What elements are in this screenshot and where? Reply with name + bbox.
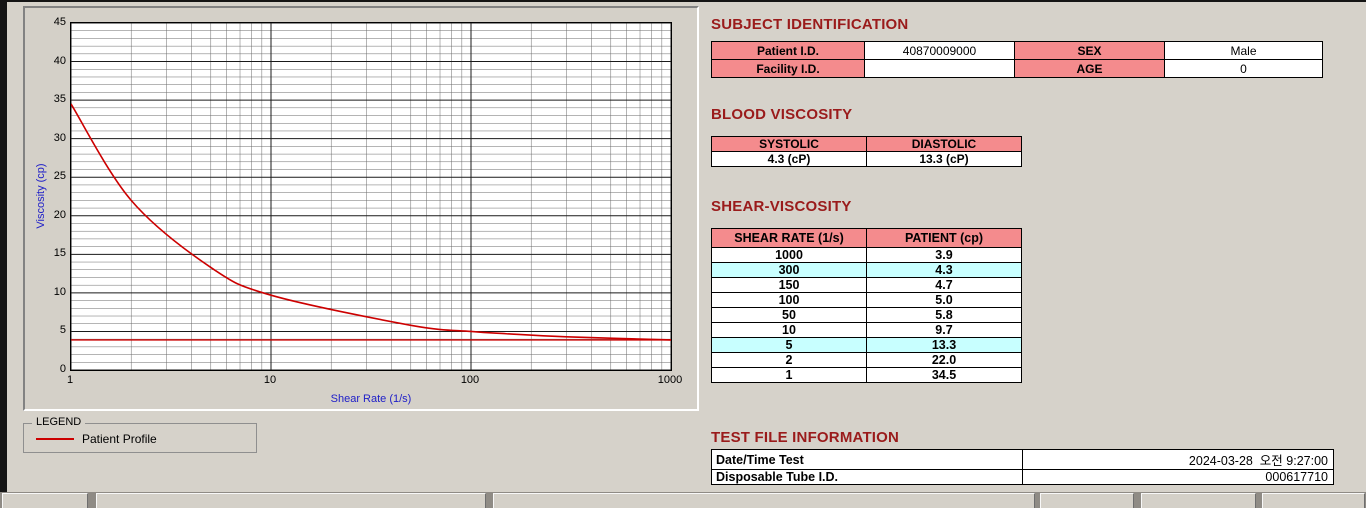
window-top-edge [0,0,1366,2]
shear-rate-cell: 1 [711,367,867,383]
age-label: AGE [1014,59,1165,78]
diastolic-header: DIASTOLIC [866,136,1022,152]
y-tick-label: 20 [53,208,66,221]
table-row: 150 4.7 [711,277,1022,293]
viscosity-cell: 34.5 [866,367,1022,383]
x-tick-label: 100 [460,374,480,386]
chart-plot-area [70,22,672,371]
bottom-strip [0,492,1366,508]
table-row: 1000 3.9 [711,247,1022,263]
blood-viscosity-table: SYSTOLIC DIASTOLIC 4.3 (cP) 13.3 (cP) [711,136,1022,167]
table-row: SHEAR RATE (1/s) PATIENT (cp) [711,228,1022,248]
patient-id-value: 40870009000 [864,41,1015,60]
patient-id-label: Patient I.D. [711,41,865,60]
x-axis-label: Shear Rate (1/s) [330,393,412,405]
table-row: 10 9.7 [711,322,1022,338]
test-file-information-table: Date/Time Test 2024-03-28 오전 9:27:00 Dispo… [711,449,1334,485]
window-left-edge [0,0,7,492]
table-row: 1 34.5 [711,367,1022,383]
shear-rate-cell: 100 [711,292,867,308]
y-tick-label: 10 [53,285,66,298]
table-row: Patient I.D. 40870009000 SEX Male [711,41,1323,60]
systolic-header: SYSTOLIC [711,136,867,152]
facility-id-value [864,59,1015,78]
facility-id-label: Facility I.D. [711,59,865,78]
table-row: SYSTOLIC DIASTOLIC [711,136,1022,152]
shear-rate-cell: 1000 [711,247,867,263]
legend-caption: LEGEND [32,416,86,428]
y-tick-label: 40 [53,54,66,67]
shear-rate-cell: 300 [711,262,867,278]
shear-rate-cell: 10 [711,322,867,338]
bottom-panel [1141,493,1256,508]
bottom-panel [96,493,486,508]
table-row: 5 13.3 [711,337,1022,353]
x-tick-label: 10 [263,374,277,386]
table-row: 50 5.8 [711,307,1022,323]
date-time-label: Date/Time Test [711,449,1023,470]
sex-value: Male [1164,41,1323,60]
y-tick-label: 45 [53,16,66,28]
table-row: Disposable Tube I.D. 000617710 [711,469,1334,485]
viscosity-chart-panel: Viscosity (cp) Shear Rate (1/s) 0 5 10 15 20… [23,6,699,411]
viscosity-cell: 5.0 [866,292,1022,308]
viscosity-cell: 13.3 [866,337,1022,353]
viscosity-cell: 4.7 [866,277,1022,293]
table-row: Facility I.D. AGE 0 [711,59,1323,78]
viscosity-cell: 3.9 [866,247,1022,263]
shear-rate-cell: 2 [711,352,867,368]
y-tick-label: 35 [53,93,66,106]
table-row: Date/Time Test 2024-03-28 오전 9:27:00 [711,449,1334,470]
tube-id-value: 000617710 [1022,469,1334,485]
bottom-panel [1040,493,1134,508]
blood-viscosity-title: BLOOD VISCOSITY [711,106,853,123]
test-file-information-title: TEST FILE INFORMATION [711,429,900,446]
bottom-panel [2,493,88,508]
shear-viscosity-table: SHEAR RATE (1/s) PATIENT (cp) 1000 3.9 300 4.… [711,228,1022,383]
date-time-value: 2024-03-28 오전 9:27:00 [1022,449,1334,470]
table-row: 4.3 (cP) 13.3 (cP) [711,151,1022,167]
diastolic-value: 13.3 (cP) [866,151,1022,167]
subject-identification-title: SUBJECT IDENTIFICATION [711,16,909,33]
shear-rate-cell: 50 [711,307,867,323]
x-tick-label: 1000 [657,374,683,386]
viscosity-curve-chart [71,23,671,370]
shear-rate-header: SHEAR RATE (1/s) [711,228,867,248]
y-tick-label: 15 [53,247,66,260]
viscosity-cell: 22.0 [866,352,1022,368]
viscosity-cell: 5.8 [866,307,1022,323]
y-tick-label: 0 [59,363,66,375]
bottom-panel [493,493,1035,508]
legend-box: LEGEND Patient Profile [23,416,257,453]
shear-rate-cell: 5 [711,337,867,353]
y-axis-label: Viscosity (cp) [35,163,47,229]
shear-viscosity-title: SHEAR-VISCOSITY [711,198,852,215]
patient-cp-header: PATIENT (cp) [866,228,1022,248]
patient-profile-line-sample [36,438,74,440]
y-tick-label: 30 [53,131,66,144]
viscosity-cell: 4.3 [866,262,1022,278]
systolic-value: 4.3 (cP) [711,151,867,167]
x-tick-label: 1 [66,374,74,386]
shear-rate-cell: 150 [711,277,867,293]
bottom-panel [1262,493,1365,508]
sex-label: SEX [1014,41,1165,60]
subject-identification-table: Patient I.D. 40870009000 SEX Male Facility I… [711,41,1323,78]
table-row: 100 5.0 [711,292,1022,308]
legend-series-label: Patient Profile [82,432,157,446]
table-row: 2 22.0 [711,352,1022,368]
patient-profile-curve [71,103,671,341]
y-tick-label: 25 [53,170,66,183]
y-tick-label: 5 [59,324,66,337]
viscosity-cell: 9.7 [866,322,1022,338]
table-row: 300 4.3 [711,262,1022,278]
tube-id-label: Disposable Tube I.D. [711,469,1023,485]
age-value: 0 [1164,59,1323,78]
